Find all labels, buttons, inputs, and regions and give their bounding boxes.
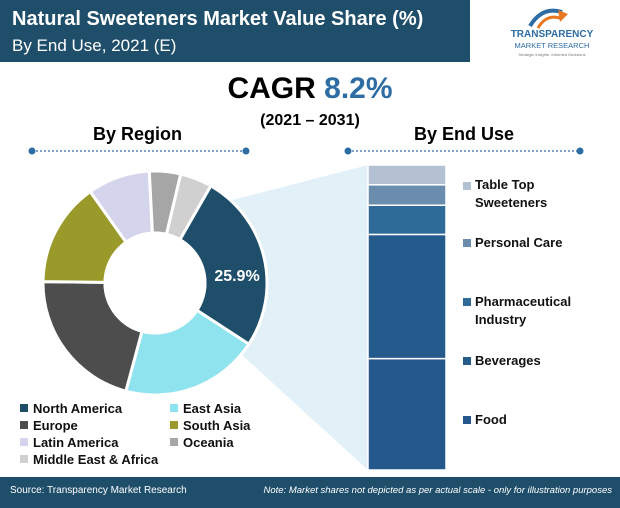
logo-arrowhead-icon	[558, 10, 568, 22]
source-note: Source: Transparency Market Research	[10, 485, 187, 496]
logo-arrow-icon	[536, 15, 561, 29]
cagr-headline: CAGR 8.2%	[0, 72, 620, 106]
legend-swatch	[170, 421, 178, 429]
legend-label: Oceania	[183, 435, 234, 450]
highlight-connector	[232, 165, 368, 470]
legend-item-north-america: North America	[20, 401, 122, 416]
end-use-swatch-table-top	[463, 182, 471, 190]
footer-bar: Source: Transparency Market Research Not…	[0, 477, 620, 508]
logo-name: TRANSPARENCY	[511, 29, 594, 40]
legend-item-latin-america: Latin America	[20, 435, 119, 450]
region-section-title: By Region	[93, 124, 183, 144]
stack-segment-pharmaceutical-industry	[367, 204, 447, 236]
end-use-label-beverages: Beverages	[475, 353, 541, 368]
end-use-stacked-bar	[367, 164, 447, 471]
north-america-value-label: 25.9%	[214, 268, 259, 285]
legend-label: North America	[33, 401, 123, 416]
end-use-swatch-food	[463, 416, 471, 424]
end-use-label-personal-care: Personal Care	[475, 235, 563, 250]
logo-name-2: MARKET RESEARCH	[515, 41, 590, 50]
legend-label: Europe	[33, 418, 78, 433]
end-use-divider-left-dot	[344, 147, 352, 155]
stack-segment-personal-care	[367, 184, 447, 207]
chart-subtitle: By End Use, 2021 (E)	[12, 36, 177, 55]
end-use-label-food: Food	[475, 412, 507, 427]
legend-swatch	[20, 421, 28, 429]
company-logo: TRANSPARENCY MARKET RESEARCH Strategic I…	[490, 4, 614, 64]
legend-label: South Asia	[183, 418, 251, 433]
legend-label: Latin America	[33, 435, 119, 450]
legend-label: East Asia	[183, 401, 242, 416]
legend-label: Middle East & Africa	[33, 452, 159, 467]
end-use-swatch-pharmaceutical	[463, 298, 471, 306]
region-divider-right-dot	[242, 147, 250, 155]
legend-swatch	[170, 438, 178, 446]
cagr-label: CAGR	[227, 72, 316, 105]
legend-item-east-asia: East Asia	[170, 401, 241, 416]
stack-segment-food	[367, 357, 447, 471]
legend-item-middle-east-africa: Middle East & Africa	[20, 452, 158, 467]
logo-tagline: Strategic Insights. Informed Decisions	[518, 52, 585, 57]
end-use-swatch-beverages	[463, 357, 471, 365]
logo-graphic: TRANSPARENCY MARKET RESEARCH Strategic I…	[511, 8, 594, 57]
disclaimer-note: Note: Market shares not depicted as per …	[263, 485, 612, 496]
end-use-swatch-personal-care	[463, 239, 471, 247]
chart-title: Natural Sweeteners Market Value Share (%…	[12, 8, 424, 30]
legend-swatch	[20, 455, 28, 463]
legend-item-south-asia: South Asia	[170, 418, 250, 433]
title-banner: Natural Sweeteners Market Value Share (%…	[0, 0, 470, 62]
legend-swatch	[20, 438, 28, 446]
donut-hole	[103, 231, 207, 335]
end-use-label-table-top: Table Top Sweeteners	[475, 177, 548, 210]
end-use-label-pharmaceutical: Pharmaceutical Industry	[475, 294, 572, 327]
end-use-divider-right-dot	[576, 147, 584, 155]
region-divider-left-dot	[28, 147, 36, 155]
legend-item-europe: Europe	[20, 418, 78, 433]
region-donut-chart	[41, 169, 269, 397]
legend-swatch	[20, 404, 28, 412]
cagr-years: (2021 – 2031)	[260, 112, 360, 129]
stack-segment-table-top-sweeteners	[367, 164, 447, 186]
cagr-value: 8.2%	[324, 72, 393, 105]
stack-segment-beverages	[367, 233, 447, 360]
legend-item-oceania: Oceania	[170, 435, 234, 450]
end-use-section-title: By End Use	[414, 124, 515, 144]
legend-swatch	[170, 404, 178, 412]
